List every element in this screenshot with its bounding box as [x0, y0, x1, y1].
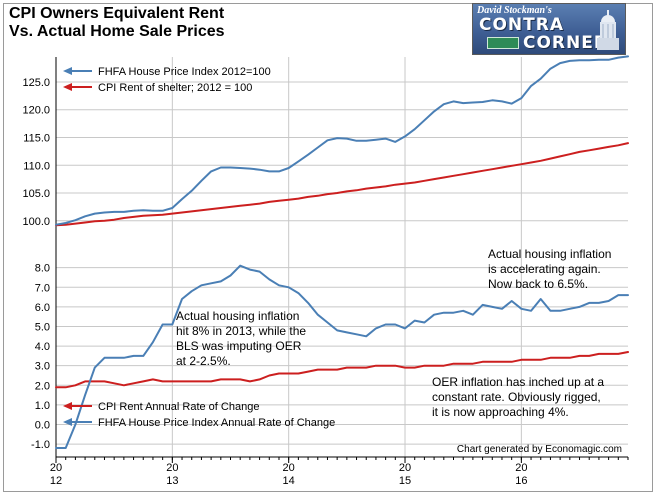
lower-y-tick-label: 5.0	[35, 321, 50, 333]
upper-y-tick-label: 125.0	[22, 77, 50, 89]
x-tick-label-top: 20	[515, 462, 527, 474]
upper-y-tick-label: 105.0	[22, 188, 50, 200]
chart-credit: Chart generated by Economagic.com	[457, 444, 622, 455]
lower-y-tick-label: 8.0	[35, 263, 50, 275]
series-line-fhfa-annual-change	[55, 264, 629, 449]
annotation-ann-2013-line: BLS was imputing OER	[176, 339, 302, 353]
x-tick-label-bottom: 12	[50, 475, 62, 487]
series-line-cpi-rent-of-shelter	[55, 142, 629, 227]
legend-lower-label: CPI Rent Annual Rate of Change	[98, 401, 259, 413]
upper-y-tick-label: 100.0	[22, 216, 50, 228]
series-line-cpi-rent-annual-change	[55, 351, 629, 389]
chart-frame	[3, 3, 653, 492]
capitol-dome-icon	[597, 10, 619, 50]
contra-corner-logo: David Stockman's CONTRA CORNER	[472, 3, 626, 55]
lower-y-tick-label: 3.0	[35, 361, 50, 373]
lower-y-tick-label: 0.0	[35, 420, 50, 432]
legend-upper-arrow-head	[63, 83, 72, 91]
x-tick-label-top: 20	[283, 462, 295, 474]
lower-y-tick-label: 4.0	[35, 341, 50, 353]
logo-top-text: David Stockman's	[477, 5, 552, 16]
x-tick-label-top: 20	[166, 462, 178, 474]
lower-y-tick-label: -1.0	[31, 439, 50, 451]
logo-word-corner: CORNER	[523, 33, 608, 53]
annotation-ann-accelerating-line: Now back to 6.5%.	[488, 277, 588, 291]
legend-layer: FHFA House Price Index 2012=100 CPI Rent …	[63, 66, 335, 429]
annotation-ann-accelerating-line: Actual housing inflation	[488, 247, 611, 261]
x-tick-label-top: 20	[399, 462, 411, 474]
annotation-ann-oer-line: OER inflation has inched up at a	[432, 375, 604, 389]
lower-y-tick-label: 1.0	[35, 400, 50, 412]
series-line-fhfa-house-price-index	[55, 55, 629, 226]
x-tick-label-bottom: 15	[399, 475, 411, 487]
chart-title-line-2: Vs. Actual Home Sale Prices	[9, 23, 225, 40]
legend-upper-arrow-head	[63, 67, 72, 75]
chart-title-line-1: CPI Owners Equivalent Rent	[9, 5, 225, 22]
annotation-ann-oer-line: constant rate. Obviously rigged,	[432, 390, 601, 404]
axis-layer: 100.0105.0110.0115.0120.0125.0-1.00.01.0…	[22, 57, 629, 487]
x-tick-label-top: 20	[50, 462, 62, 474]
upper-y-tick-label: 115.0	[23, 133, 50, 145]
annotation-ann-oer-line: it is now approaching 4%.	[432, 405, 569, 419]
legend-lower-arrow-head	[63, 418, 72, 426]
annotation-ann-2013-line: hit 8% in 2013, while the	[176, 324, 306, 338]
legend-upper-label: FHFA House Price Index 2012=100	[98, 66, 271, 78]
annotation-ann-2013-line: at 2-2.5%.	[176, 354, 231, 368]
lower-y-tick-label: 7.0	[35, 282, 50, 294]
lower-y-tick-label: 6.0	[35, 302, 50, 314]
upper-y-tick-label: 110.0	[23, 160, 50, 172]
logo-word-contra: CONTRA	[479, 15, 564, 35]
lower-y-tick-label: 2.0	[35, 380, 50, 392]
series-layer	[55, 55, 629, 449]
logo-street-sign	[487, 37, 519, 49]
x-tick-label-bottom: 16	[515, 475, 527, 487]
legend-lower-arrow-head	[63, 402, 72, 410]
annotation-ann-accelerating-line: is accelerating again.	[488, 262, 601, 276]
upper-y-tick-label: 120.0	[22, 105, 50, 117]
x-tick-label-bottom: 14	[283, 475, 295, 487]
x-tick-label-bottom: 13	[166, 475, 178, 487]
legend-upper-label: CPI Rent of shelter; 2012 = 100	[98, 82, 252, 94]
annotation-ann-2013-line: Actual housing inflation	[176, 309, 299, 323]
legend-lower-label: FHFA House Price Index Annual Rate of Ch…	[98, 417, 335, 429]
